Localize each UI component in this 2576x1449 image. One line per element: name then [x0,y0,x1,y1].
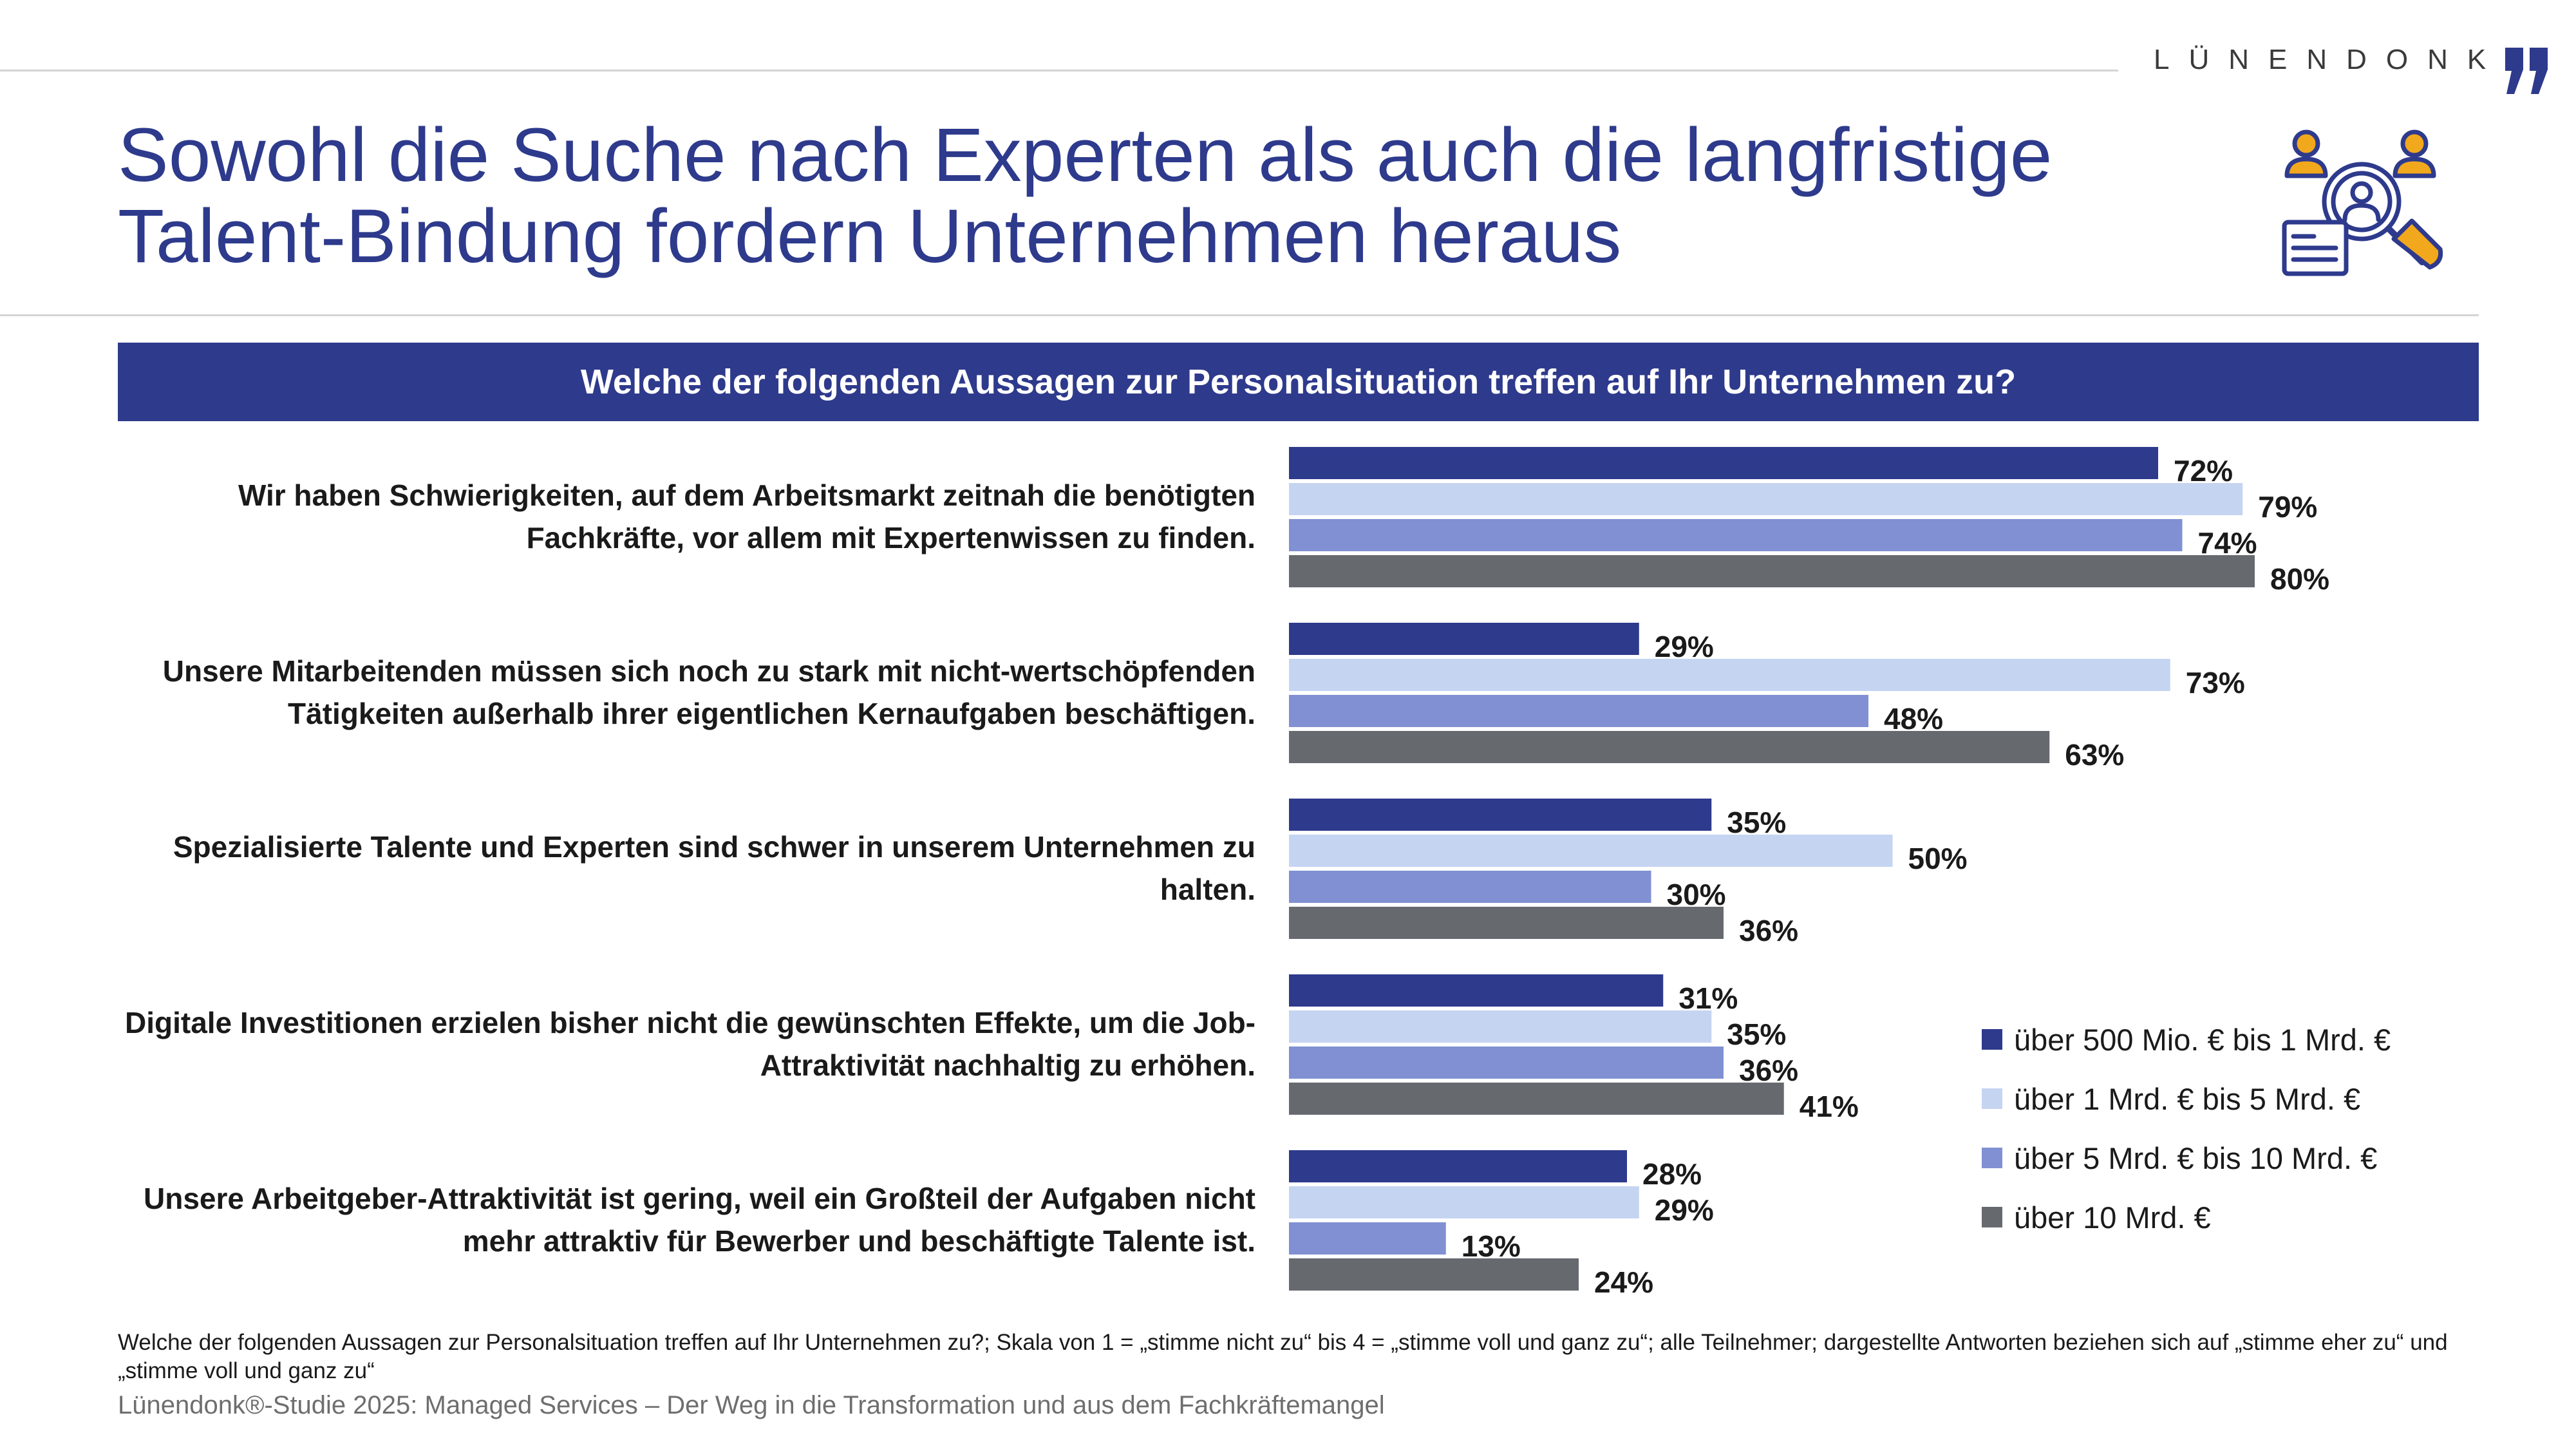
data-label: 28% [1642,1157,1702,1191]
bar [1289,974,1664,1007]
bar [1289,1046,1724,1079]
data-label: 63% [2065,738,2124,772]
data-label: 36% [1739,1054,1798,1087]
statement-label: Unsere Arbeitgeber-Attraktivität ist ger… [144,1182,1255,1258]
statement-label: Digitale Investitionen erzielen bisher n… [125,1006,1255,1082]
data-label: 48% [1884,702,1943,735]
bar [1289,1150,1627,1182]
bar [1289,1222,1446,1255]
bar [1289,907,1724,939]
bar [1289,447,2158,479]
chart-legend: über 500 Mio. € bis 1 Mrd. € über 1 Mrd.… [1982,1010,2391,1247]
data-label: 31% [1678,981,1738,1015]
title-divider [0,314,2479,316]
bar [1289,835,1893,867]
data-label: 74% [2198,526,2257,560]
data-label: 29% [1655,630,1714,663]
statement-label: Unsere Mitarbeitenden müssen sich noch z… [162,654,1255,730]
legend-label: über 500 Mio. € bis 1 Mrd. € [2014,1022,2391,1057]
legend-swatch [1982,1207,2002,1227]
bar [1289,1010,1712,1043]
data-label: 36% [1739,914,1798,947]
data-label: 35% [1727,806,1786,839]
bar [1289,1258,1579,1291]
bar [1289,623,1639,655]
legend-swatch [1982,1088,2002,1109]
legend-swatch [1982,1029,2002,1050]
brand-logo: LÜNENDONK [2154,44,2506,75]
question-text: Welche der folgenden Aussagen zur Person… [580,363,2017,401]
bar [1289,871,1651,903]
bar [1289,483,2243,515]
data-label: 50% [1908,842,1968,875]
question-banner: Welche der folgenden Aussagen zur Person… [118,343,2479,421]
statement-label: Wir haben Schwierigkeiten, auf dem Arbei… [238,478,1255,554]
bar [1289,659,2170,691]
legend-label: über 10 Mrd. € [2014,1200,2211,1235]
legend-item: über 5 Mrd. € bis 10 Mrd. € [1982,1128,2391,1188]
bar [1289,1083,1784,1115]
data-label: 72% [2174,454,2233,488]
bar [1289,519,2183,551]
legend-item: über 10 Mrd. € [1982,1188,2391,1247]
bar [1289,799,1712,831]
data-label: 80% [2270,562,2329,596]
top-divider [0,70,2118,71]
legend-item: über 500 Mio. € bis 1 Mrd. € [1982,1010,2391,1069]
bar [1289,555,2255,587]
legend-swatch [1982,1148,2002,1168]
data-label: 79% [2258,490,2317,524]
talent-search-icon [2282,129,2443,276]
data-label: 73% [2186,666,2245,699]
bar [1289,731,2050,763]
page-title: Sowohl die Suche nach Experten als auch … [118,113,2053,279]
bar [1289,695,1868,727]
data-label: 30% [1667,878,1726,911]
data-label: 35% [1727,1018,1786,1051]
legend-label: über 1 Mrd. € bis 5 Mrd. € [2014,1081,2361,1116]
data-label: 41% [1800,1090,1859,1123]
footnote: Welche der folgenden Aussagen zur Person… [118,1330,2448,1383]
quote-mark-icon [2505,48,2548,94]
data-label: 29% [1655,1193,1714,1227]
source-note: Lünendonk®-Studie 2025: Managed Services… [118,1391,1385,1419]
bar [1289,1186,1639,1218]
data-label: 13% [1462,1229,1521,1263]
data-label: 24% [1594,1265,1653,1299]
legend-item: über 1 Mrd. € bis 5 Mrd. € [1982,1069,2391,1128]
statement-label: Spezialisierte Talente und Experten sind… [173,830,1255,906]
legend-label: über 5 Mrd. € bis 10 Mrd. € [2014,1141,2378,1175]
